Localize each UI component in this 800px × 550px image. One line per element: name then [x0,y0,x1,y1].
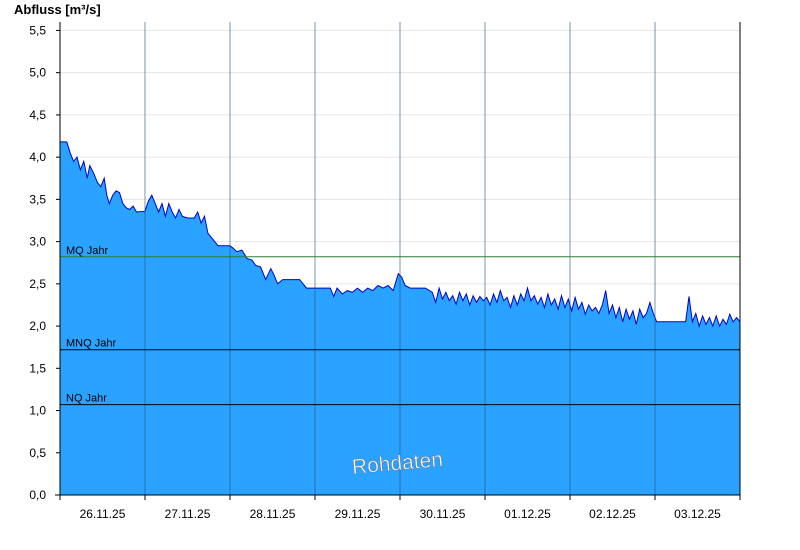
x-tick-label-2: 28.11.25 [250,507,296,521]
y-tick-label-6: 3,0 [29,235,46,249]
x-tick-label-4: 30.11.25 [420,507,466,521]
ref-label-1: MNQ Jahr [66,338,116,350]
x-tick-label-5: 01.12.25 [504,507,551,521]
x-tick-label-7: 03.12.25 [674,507,721,521]
x-tick-label-1: 27.11.25 [165,507,211,521]
y-tick-label-1: 0,5 [29,446,46,460]
y-tick-label-10: 5,0 [29,66,46,80]
x-gridlines [144,22,656,495]
y-tick-label-7: 3,5 [29,192,46,206]
x-tick-label-6: 02.12.25 [589,507,636,521]
y-tick-label-0: 0,0 [29,488,46,502]
ref-label-2: NQ Jahr [66,393,107,405]
y-tick-label-8: 4,0 [29,150,46,164]
y-tick-label-3: 1,5 [29,361,46,375]
ref-label-0: MQ Jahr [66,245,109,257]
y-tick-label-11: 5,5 [29,23,46,37]
y-axis-label: Abfluss [m³/s] [14,2,101,17]
x-tick-label-3: 29.11.25 [335,507,381,521]
y-tick-label-9: 4,5 [29,108,46,122]
x-ticks: 26.11.25 27.11.25 28.11.25 29.11.25 30.11.25… [59,495,741,521]
y-ticks: 0,0 0,5 1,0 1,5 2,0 2,5 3,0 3,5 4,0 4,5 5,0 5,5 [29,23,60,502]
discharge-line [60,141,741,328]
x-tick-label-0: 26.11.25 [80,507,126,521]
axes [55,22,741,500]
y-tick-label-4: 2,0 [29,319,46,333]
reference-lines: MQ Jahr MNQ Jahr NQ Jahr [60,245,740,406]
y-tick-label-5: 2,5 [29,277,46,291]
y-tick-label-2: 1,0 [29,404,46,418]
